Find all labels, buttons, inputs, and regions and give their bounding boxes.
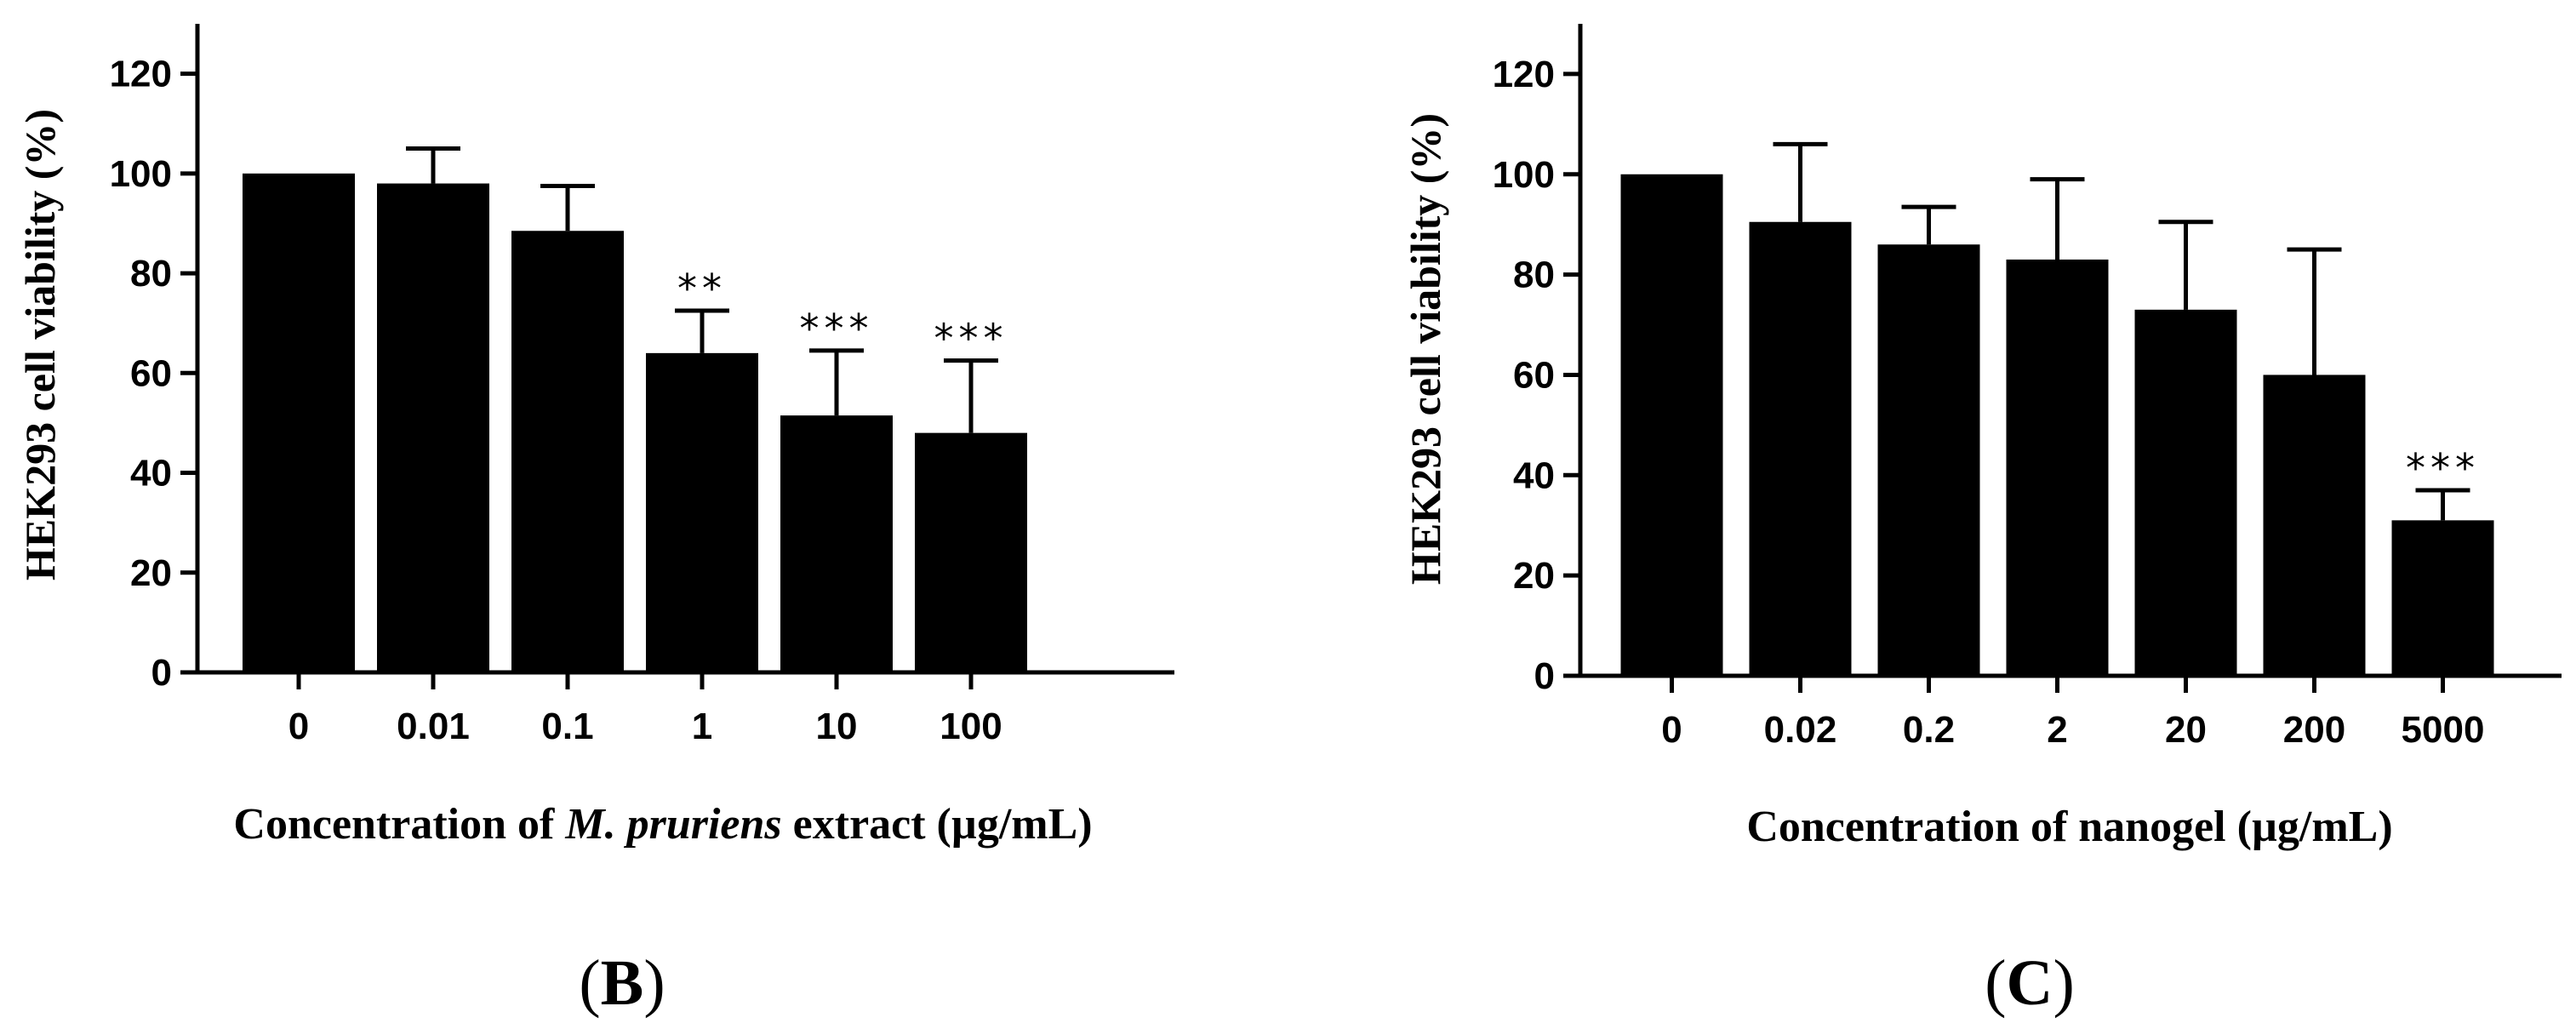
panel-label: (C) (1985, 947, 2075, 1019)
y-tick-label: 60 (1513, 354, 1555, 396)
y-tick-label: 60 (130, 352, 172, 394)
bar (243, 173, 355, 672)
significance-marker: *** (800, 306, 874, 352)
x-tick-label: 1 (692, 706, 712, 747)
bar (915, 432, 1027, 672)
panel-label: (B) (579, 947, 665, 1019)
y-tick-label: 120 (1493, 54, 1555, 95)
panel-label-close-paren: ) (2053, 947, 2074, 1019)
bar (2263, 374, 2366, 676)
x-tick-label: 0 (288, 706, 309, 747)
x-tick-label: 5000 (2402, 709, 2485, 751)
x-tick-label: 0.01 (397, 706, 470, 747)
x-tick-label: 200 (2283, 709, 2345, 751)
significance-marker: *** (2406, 445, 2480, 491)
bar (2006, 259, 2109, 676)
panel-label-letter: B (601, 947, 644, 1019)
bar (2134, 309, 2237, 676)
y-axis-title: HEK293 cell viability (%) (16, 109, 64, 580)
x-axis-title-part: Concentration of nanogel (µg/mL) (1746, 803, 2392, 851)
y-tick-label: 20 (1513, 555, 1555, 597)
bar (1749, 221, 1852, 676)
x-tick-label: 0.02 (1764, 709, 1837, 751)
bar (1620, 174, 1723, 676)
x-tick-label: 2 (2047, 709, 2067, 751)
y-tick-label: 40 (130, 453, 172, 494)
bar (2391, 520, 2494, 676)
x-tick-label: 20 (2165, 709, 2207, 751)
x-axis-title-part: extract (µg/mL) (782, 800, 1093, 849)
chart-panel-c: 0 20 40 60 80 100 120 0 0.02 0.2 2 20 200 *** 5000 HEK2… (1402, 24, 2562, 1019)
y-tick-label: 100 (110, 153, 172, 195)
significance-marker: ** (677, 266, 727, 312)
y-tick-label: 80 (1513, 254, 1555, 296)
y-tick-label: 40 (1513, 454, 1555, 496)
bar (377, 183, 489, 673)
panel-label-open-paren: ( (1985, 947, 2006, 1019)
y-tick-label: 0 (1534, 655, 1555, 697)
bar (780, 415, 893, 672)
x-axis-title-part: Concentration of (233, 800, 565, 849)
y-tick-label: 80 (130, 253, 172, 294)
x-tick-label: 0.2 (1903, 709, 1955, 751)
x-tick-label: 10 (816, 706, 858, 747)
panel-label-open-paren: ( (579, 947, 600, 1019)
y-tick-label: 0 (151, 652, 172, 694)
x-axis-title-italic: M. pruriens (564, 800, 781, 849)
x-tick-label: 0.1 (541, 706, 593, 747)
panel-label-close-paren: ) (643, 947, 665, 1019)
bar (511, 231, 624, 672)
y-tick-label: 100 (1493, 154, 1555, 196)
x-axis-title: Concentration of nanogel (µg/mL) (1746, 803, 2392, 851)
y-tick-label: 120 (110, 54, 172, 95)
bar (646, 352, 758, 672)
bar (1877, 244, 1980, 676)
x-axis-title: Concentration of M. pruriens extract (µg… (233, 800, 1092, 849)
panel-label-letter: C (2007, 947, 2053, 1019)
y-tick-label: 20 (130, 552, 172, 594)
x-tick-label: 100 (940, 706, 1002, 747)
significance-marker: *** (934, 316, 1008, 362)
x-tick-label: 0 (1661, 709, 1682, 751)
chart-panel-b: 0 20 40 60 80 100 120 0 0.01 0.1 ** 1 *** 10 *** 100 HEK… (16, 24, 1174, 1019)
y-axis-title: HEK293 cell viability (%) (1402, 113, 1449, 585)
